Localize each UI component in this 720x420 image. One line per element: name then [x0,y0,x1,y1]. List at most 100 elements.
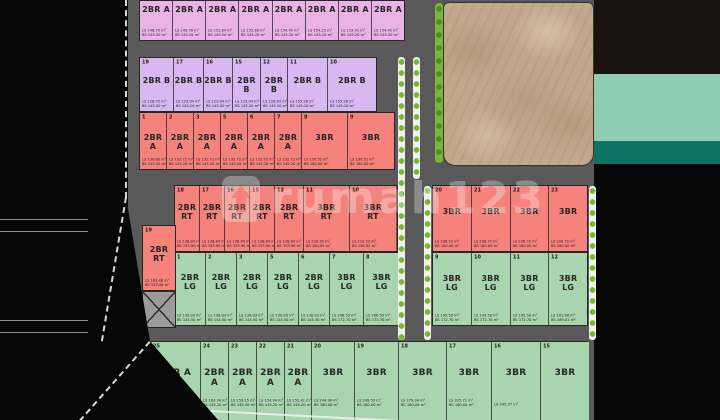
lot-label: 3BR RT [363,203,383,221]
lot[interactable]: 19 2BR RT LS 183.46 m² BS 153.90 m² [142,225,176,291]
lot[interactable]: 12 2BR RT LS 138.84 m² BS 153.90 m² [275,186,304,251]
lot[interactable]: 1 2BR LG LS 130.03 m² BS 144.50 m² [175,253,206,325]
lot[interactable]: 21 3BR LS 208.72 m² BS 180.00 m² [471,186,511,251]
lot-label: 2BR A [232,368,253,388]
lot[interactable]: 17 2BR B LS 123.04 m² BS 145.20 m² [174,58,204,111]
lot[interactable]: 11 3BR RT LS 220.52 m² BS 190.92 m² [304,186,350,251]
lot-measurements: LS 138.84 m² BS 153.90 m² [227,239,250,248]
lot-number: 12 [263,59,270,65]
lot[interactable]: 20 3BR LS 208.72 m² BS 180.00 m² [433,186,472,251]
lot-number: 12 [277,187,284,193]
lot[interactable]: 18 2BR RT LS 138.84 m² BS 153.90 m² [175,186,200,251]
lot-measurements: LS 132.72 m² BS 145.20 m² [223,157,248,166]
lot[interactable]: 7 3BR LG LS 206.53 m² BS 172.70 m² [330,253,364,325]
lot[interactable]: 2 2BR LG LS 130.03 m² BS 144.50 m² [206,253,237,325]
lot[interactable]: 17 2BR RT LS 138.84 m² BS 153.90 m² [200,186,225,251]
lot[interactable]: 1 2BR A LS 136.80 m² BS 145.20 m² [140,113,167,169]
lot-label: 2BR A [274,5,303,14]
lot[interactable]: 10 2BR B LS 155.26 m² BS 145.20 m² [328,58,376,111]
lot-row-2br-a-3br: 1 2BR A LS 136.80 m² BS 145.20 m² 2 2BR A… [139,112,395,170]
lot[interactable]: 5 2BR A LS 132.72 m² BS 145.20 m² [221,113,248,169]
lot-measurements: LS 153.91 m² BS 145.20 m² [340,28,366,37]
lot[interactable]: 2 2BR A LS 132.72 m² BS 145.20 m² [167,113,194,169]
lot-number: 22 [512,187,520,193]
undeveloped-land[interactable] [443,2,594,166]
lot-number: 19 [357,343,364,349]
lot[interactable]: 2BR A LS 153.80 m² BS 145.20 m² [239,1,273,40]
lot[interactable]: 16 3BR LS 345.37 m² [492,342,541,420]
tree-line [589,186,596,340]
lot-number: 7 [277,114,281,120]
lot-label: 2BR LG [211,273,231,291]
lot[interactable]: 2BR A LS 153.91 m² BS 145.20 m² [338,1,372,40]
lot[interactable]: 22 2BR A LS 154.94 m² BS 145.20 m² [257,342,285,420]
lot[interactable]: 20 3BR LS 244.90 m² BS 180.00 m² [312,342,355,420]
lot[interactable]: 12 3BR LG LS 181.90 m² BS 169.01 m² [549,253,587,325]
lot-measurements: LS 132.72 m² BS 145.20 m² [196,157,221,166]
lot-number: 16 [206,59,213,65]
lot[interactable]: 2BR A LS 154.25 m² BS 145.20 m² [305,1,339,40]
lot[interactable]: 10 3BR LG LS 195.50 m² BS 172.70 m² [471,253,511,325]
lot[interactable]: 12 2BR B LS 126.84 m² BS 145.20 m² [261,58,288,111]
lot-number: 25 [153,343,160,349]
lot-label: 2BR A [374,5,402,14]
lot[interactable]: 2BR A LS 154.45 m² BS 145.20 m² [272,1,306,40]
lot-row-3br-right: 20 3BR LS 208.72 m² BS 180.00 m² 21 3BR L… [432,185,588,252]
lot[interactable]: 21 2BR A LS 152.41 m² BS 145.20 m² [285,342,312,420]
lot-number: 15 [235,59,242,65]
lot[interactable]: 2BR A LS 154.42 m² BS 145.20 m² [371,1,404,40]
lot-measurements: LS 130.03 m² BS 144.50 m² [270,313,295,322]
lot-number: 5 [223,114,227,120]
lot[interactable]: 11 2BR B LS 155.26 m² BS 145.20 m² [288,58,328,111]
lot[interactable]: 22 3BR LS 208.72 m² BS 180.00 m² [510,186,550,251]
lot[interactable]: 6 2BR LG LS 130.03 m² BS 144.50 m² [299,253,330,325]
lot[interactable]: 10 3BR RT LS 220.52 m² BS 190.92 m² [350,186,396,251]
lot[interactable]: 18 3BR LS 279.34 m² BS 180.00 m² [399,342,447,420]
lot-measurements: LS 183.46 m² BS 153.90 m² [145,278,170,287]
lot[interactable]: 8 3BR LG LS 206.53 m² BS 172.70 m² [364,253,399,325]
lot-number: 15 [543,343,550,349]
lot[interactable]: 3 2BR LG LS 130.03 m² BS 144.50 m² [237,253,268,325]
lot[interactable]: 15 3BR [541,342,589,420]
lot-number: 8 [366,254,370,260]
lot[interactable]: 6 2BR A LS 132.72 m² BS 145.20 m² [248,113,275,169]
lot[interactable]: 8 3BR LS 199.52 m² BS 180.00 m² [302,113,348,169]
lot[interactable]: 3 2BR A LS 132.72 m² BS 145.20 m² [194,113,221,169]
lot-measurements: LS 195.50 m² BS 172.70 m² [435,313,460,322]
lot-label: 2BR A [175,5,204,14]
lot[interactable]: 19 3BR LS 249.53 m² BS 180.00 m² [355,342,399,420]
lot-row-2br-rt: 18 2BR RT LS 138.84 m² BS 153.90 m² 17 2B… [174,185,398,252]
lot[interactable]: 17 3BR LS 315.71 m² BS 180.00 m² [447,342,492,420]
lot-measurements: LS 154.25 m² BS 145.20 m² [307,28,333,37]
lot[interactable]: 7 2BR A LS 132.72 m² BS 145.20 m² [275,113,302,169]
lot[interactable]: 9 3BR LS 199.52 m² BS 180.00 m² [348,113,394,169]
lot-measurements: LS 208.72 m² BS 180.00 m² [512,239,538,248]
lot-number: 10 [330,59,337,65]
lot-number: 9 [350,114,354,120]
lot-number: 21 [473,187,481,193]
lot[interactable]: 2BR A LS 146.75 m² BS 145.20 m² [140,1,174,40]
lot-number: 10 [352,187,359,193]
lot-measurements: LS 136.80 m² BS 145.20 m² [142,157,167,166]
lot-number: 11 [512,254,520,260]
lot[interactable]: 11 3BR LG LS 195.50 m² BS 172.70 m² [510,253,550,325]
lot-label: 2BR RT [149,245,169,263]
lot-number: 11 [290,59,297,65]
tree-line [398,57,405,340]
lot-measurements: LS 138.84 m² BS 153.90 m² [277,239,302,248]
lot[interactable]: 2BR A LS 149.76 m² BS 145.20 m² [173,1,207,40]
watermark: rumah123 [222,176,546,222]
lot[interactable]: 9 3BR LG LS 195.50 m² BS 172.70 m² [433,253,472,325]
lot-label: 2BR A [224,133,244,151]
lot[interactable]: 5 2BR LG LS 130.03 m² BS 144.50 m² [268,253,299,325]
lot[interactable]: 2BR A LS 151.84 m² BS 145.20 m² [206,1,240,40]
lot[interactable]: 15 2BR B LS 123.04 m² BS 145.20 m² [233,58,261,111]
lot[interactable]: 19 2BR B LS 126.75 m² BS 145.20 m² [140,58,174,111]
lot-label: 2BR RT [279,203,299,221]
lot[interactable]: 16 2BR B LS 123.04 m² BS 145.20 m² [204,58,233,111]
lot[interactable]: 23 2BR A LS 159.15 m² BS 145.20 m² [229,342,257,420]
lot-label: 2BR RT [177,203,197,221]
lot[interactable]: 23 3BR LS 208.72 m² BS 180.00 m² [549,186,587,251]
